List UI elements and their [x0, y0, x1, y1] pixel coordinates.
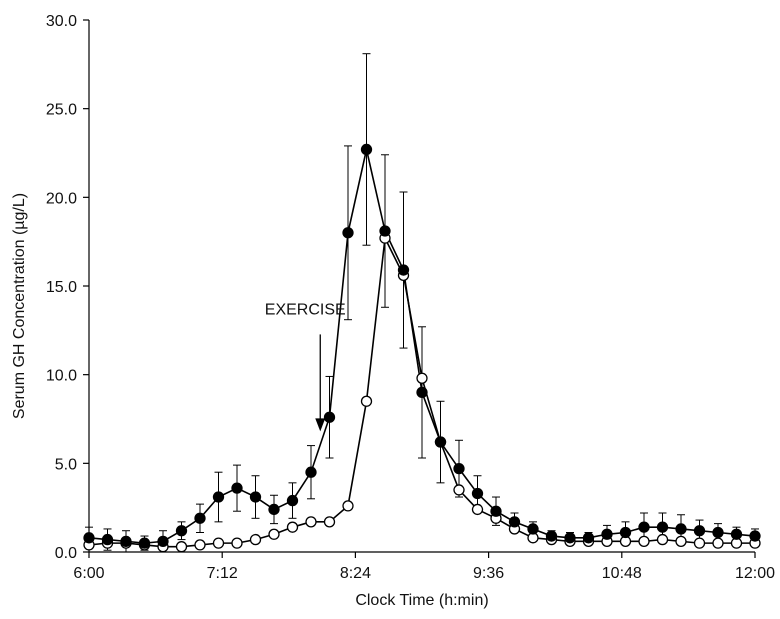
filled-data-point — [101, 533, 114, 546]
x-tick-label: 7:12 — [207, 565, 238, 582]
filled-data-point — [379, 225, 391, 237]
filled-data-point — [397, 264, 410, 276]
exercise-annotation: EXERCISE — [265, 301, 346, 318]
filled-data-point — [564, 532, 576, 544]
filled-data-point — [175, 525, 188, 537]
filled-data-point — [157, 535, 169, 548]
data-markers — [83, 143, 761, 553]
filled-data-point — [323, 411, 336, 423]
x-tick-label: 9:36 — [473, 565, 504, 582]
filled-data-point — [749, 530, 761, 542]
filled-data-point — [693, 525, 706, 537]
open-data-point — [323, 516, 336, 528]
filled-data-point — [416, 386, 428, 399]
filled-data-point — [638, 521, 650, 533]
filled-data-point — [675, 523, 687, 535]
open-data-point — [638, 535, 650, 548]
open-data-point — [675, 535, 687, 548]
filled-data-point — [342, 227, 354, 239]
y-tick-label: 15.0 — [46, 279, 77, 296]
x-axis-title: Clock Time (h:min) — [355, 592, 488, 609]
filled-data-point — [434, 436, 447, 448]
open-data-point — [249, 533, 262, 546]
x-tick-label: 10:48 — [602, 565, 642, 582]
open-data-point — [656, 533, 669, 546]
filled-data-point — [453, 463, 465, 475]
y-tick-label: 0.0 — [55, 545, 77, 562]
open-data-point — [360, 395, 373, 407]
y-axis-title: Serum GH Concentration (µg/L) — [11, 193, 28, 419]
x-tick-label: 6:00 — [73, 565, 104, 582]
filled-data-point — [656, 521, 669, 533]
filled-data-point — [527, 523, 539, 535]
y-tick-label: 5.0 — [55, 456, 77, 473]
x-tick-label: 12:00 — [735, 565, 775, 582]
open-data-point — [712, 537, 724, 549]
filled-data-point — [286, 494, 299, 507]
x-tick-label: 8:24 — [340, 565, 371, 582]
open-data-point — [416, 372, 428, 384]
y-tick-label: 20.0 — [46, 190, 77, 207]
error-bars — [85, 53, 759, 553]
filled-data-point — [730, 528, 743, 540]
open-data-point — [305, 516, 317, 528]
filled-data-point — [249, 491, 262, 503]
filled-data-point — [545, 530, 558, 542]
open-data-point — [231, 537, 243, 549]
filled-data-point — [508, 516, 521, 528]
y-tick-label: 25.0 — [46, 102, 77, 119]
open-data-point — [286, 521, 299, 533]
filled-data-point — [83, 532, 95, 544]
y-tick-label: 10.0 — [46, 368, 77, 385]
filled-data-point — [619, 526, 632, 539]
filled-data-point — [360, 143, 373, 156]
filled-data-point — [712, 526, 724, 539]
axis-labels: 0.0 5.0 10.0 15.0 20.0 25.0 30.0 6:00 7:12 8:24 9:… — [11, 13, 775, 609]
annotation-arrow-head — [315, 418, 326, 432]
filled-data-point — [490, 505, 502, 517]
filled-data-point — [194, 512, 206, 524]
filled-data-point — [305, 466, 317, 478]
open-data-point — [268, 528, 280, 540]
filled-data-point — [268, 503, 280, 516]
open-data-point — [453, 484, 465, 496]
filled-data-point — [120, 535, 132, 548]
open-data-point — [693, 537, 706, 549]
y-tick-label: 30.0 — [46, 13, 77, 30]
open-data-point — [212, 537, 225, 549]
annotations: EXERCISE — [265, 301, 346, 432]
open-data-point — [471, 503, 484, 516]
axes — [83, 19, 756, 558]
filled-data-point — [212, 491, 225, 503]
filled-data-point — [601, 528, 613, 540]
filled-data-point — [138, 537, 151, 549]
open-data-point — [175, 541, 188, 553]
filled-data-point — [471, 487, 484, 500]
open-data-point — [342, 500, 354, 512]
open-data-point — [194, 539, 206, 551]
filled-data-point — [231, 482, 243, 494]
filled-data-point — [582, 532, 595, 544]
